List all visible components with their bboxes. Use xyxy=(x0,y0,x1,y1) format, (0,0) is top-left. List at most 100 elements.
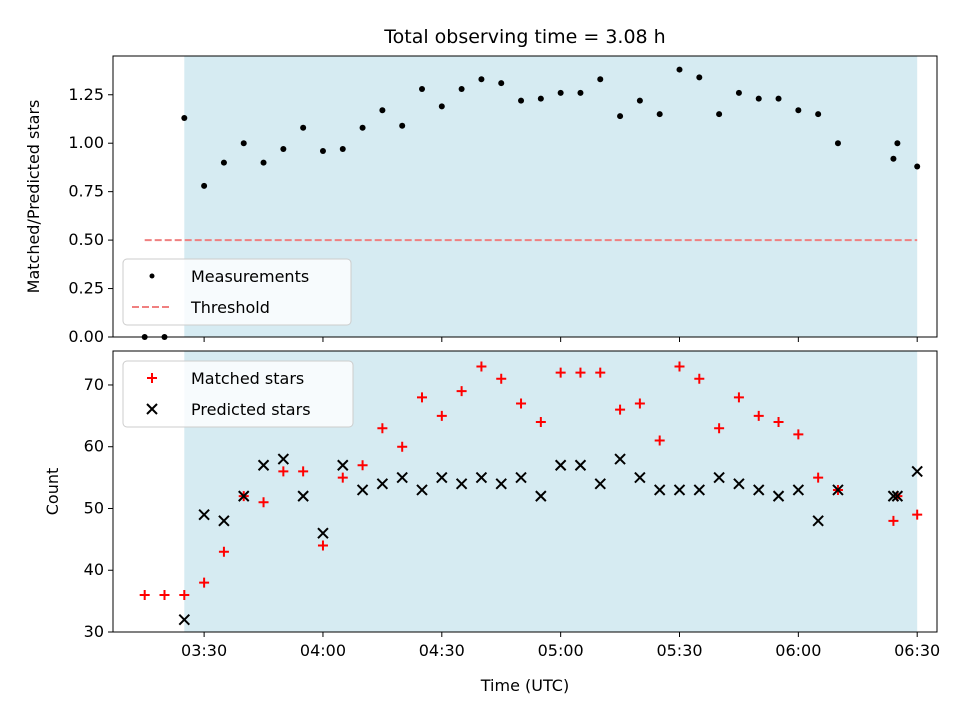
data-point xyxy=(574,459,587,471)
data-point xyxy=(198,508,210,521)
data-point xyxy=(181,115,188,122)
data-point xyxy=(891,490,904,502)
x-axis-label: Time (UTC) xyxy=(480,676,569,695)
data-point xyxy=(694,373,705,384)
data-point xyxy=(201,182,208,189)
data-point xyxy=(218,546,229,557)
data-point xyxy=(475,471,488,484)
data-point xyxy=(356,484,369,496)
data-point xyxy=(220,159,227,166)
axes-frame xyxy=(112,55,938,338)
data-point xyxy=(300,124,307,131)
data-point xyxy=(317,540,328,551)
legend-marker xyxy=(149,273,155,279)
data-point xyxy=(535,490,547,502)
y-tick-label: 0.00 xyxy=(68,327,104,346)
legend-label: Matched stars xyxy=(191,369,304,388)
x-tick-label: 04:00 xyxy=(300,641,346,660)
data-point xyxy=(139,589,150,600)
data-point xyxy=(634,471,646,484)
data-point xyxy=(199,577,210,588)
y-tick-label: 0.50 xyxy=(68,230,104,249)
data-point xyxy=(516,398,527,409)
data-point xyxy=(815,111,822,118)
data-point xyxy=(696,74,703,81)
data-point xyxy=(376,478,389,490)
data-point xyxy=(832,484,844,496)
data-point xyxy=(912,509,923,520)
legend-box xyxy=(122,258,352,326)
y-tick-label: 0.75 xyxy=(68,182,104,201)
data-point xyxy=(887,490,900,502)
y-tick-label: 1.25 xyxy=(68,85,104,104)
data-point xyxy=(656,111,663,118)
data-point xyxy=(178,613,191,626)
data-point xyxy=(594,478,606,490)
data-point xyxy=(476,361,487,372)
data-point xyxy=(258,497,269,508)
data-point xyxy=(577,89,584,96)
legend-label: Predicted stars xyxy=(191,400,311,419)
data-point xyxy=(535,417,546,428)
data-point xyxy=(735,89,742,96)
data-point xyxy=(555,367,566,378)
x-tick-label: 04:30 xyxy=(419,641,465,660)
data-point xyxy=(813,472,824,483)
data-point xyxy=(557,89,564,96)
data-point xyxy=(436,410,447,421)
data-point xyxy=(595,367,606,378)
data-point xyxy=(337,459,349,471)
data-point xyxy=(238,490,250,502)
data-point xyxy=(377,423,388,434)
data-point xyxy=(260,159,267,166)
ratio-panel: 0.00 0.25 0.50 0.75 1.00 1.25 Total observing … xyxy=(24,26,938,346)
data-point xyxy=(438,103,445,110)
data-point xyxy=(436,471,448,484)
legend: Matched stars Predicted stars xyxy=(122,360,354,428)
y-tick-label: 50 xyxy=(84,498,104,517)
y-axis-label: Count xyxy=(43,468,62,516)
data-point xyxy=(419,85,425,92)
data-point xyxy=(714,423,725,434)
data-point xyxy=(636,97,643,104)
data-point xyxy=(713,471,725,484)
data-point xyxy=(495,478,507,490)
data-point xyxy=(914,163,921,170)
data-point xyxy=(733,478,745,490)
x-tick-label: 06:00 xyxy=(775,641,821,660)
data-point xyxy=(417,392,427,403)
x-tick-label: 05:00 xyxy=(538,641,584,660)
data-point xyxy=(455,478,468,490)
y-axis-label: Matched/Predicted stars xyxy=(24,100,43,294)
legend-label: Measurements xyxy=(191,267,309,286)
axes-frame xyxy=(112,350,938,633)
x-tick-label: 05:30 xyxy=(656,641,702,660)
data-point xyxy=(297,490,309,502)
data-point xyxy=(753,410,764,421)
data-point xyxy=(775,95,782,102)
data-point xyxy=(319,147,326,154)
data-point xyxy=(653,484,666,496)
data-point xyxy=(795,107,802,114)
y-tick-label: 70 xyxy=(84,375,104,394)
data-point xyxy=(792,484,805,496)
y-tick-label: 40 xyxy=(84,560,104,579)
data-point xyxy=(894,140,901,147)
data-point xyxy=(458,85,465,92)
data-point xyxy=(772,490,785,502)
data-point xyxy=(654,435,665,446)
data-point xyxy=(911,465,923,478)
data-point xyxy=(693,484,706,496)
data-point xyxy=(498,80,505,87)
series-predicted-stars xyxy=(178,453,923,626)
x-tick-label: 06:30 xyxy=(894,641,940,660)
legend: Measurements Threshold xyxy=(122,258,352,326)
data-point xyxy=(357,460,368,471)
x-tick-label: 03:30 xyxy=(181,641,227,660)
data-point xyxy=(218,515,230,527)
data-point xyxy=(515,471,527,484)
y-tick-label: 30 xyxy=(84,622,104,641)
data-point xyxy=(179,589,190,600)
data-point xyxy=(280,146,287,153)
